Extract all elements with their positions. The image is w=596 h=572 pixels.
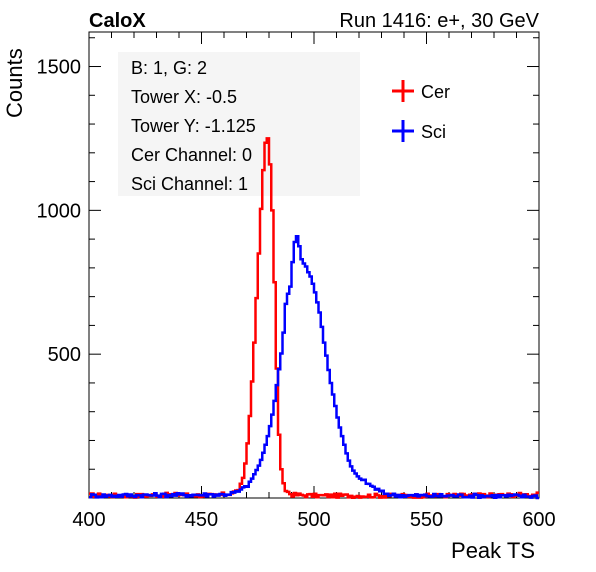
x-tick-label: 400 xyxy=(72,509,105,531)
info-box-background xyxy=(118,52,360,196)
legend-label-cer: Cer xyxy=(421,82,450,102)
x-axis-label: Peak TS xyxy=(451,538,535,563)
info-line: Tower X: -0.5 xyxy=(131,87,237,107)
legend-entry-sci: Sci xyxy=(392,120,446,142)
info-line: Sci Channel: 1 xyxy=(131,174,248,194)
legend-label-sci: Sci xyxy=(421,122,446,142)
experiment-title: CaloX xyxy=(89,10,146,32)
y-tick-label: 500 xyxy=(48,344,81,366)
info-box: B: 1, G: 2 Tower X: -0.5 Tower Y: -1.125… xyxy=(118,52,360,196)
y-tick-label: 1500 xyxy=(37,57,82,79)
x-tick-label: 500 xyxy=(297,509,330,531)
x-tick-label: 600 xyxy=(522,509,555,531)
y-axis-label: Counts xyxy=(2,48,27,118)
legend: Cer Sci xyxy=(392,80,450,142)
x-tick-label: 550 xyxy=(410,509,443,531)
info-line: B: 1, G: 2 xyxy=(131,58,207,78)
info-line: Tower Y: -1.125 xyxy=(131,116,256,136)
y-tick-label: 1000 xyxy=(37,200,82,222)
series-line-sci xyxy=(89,234,539,500)
series-layer xyxy=(89,137,539,500)
info-line: Cer Channel: 0 xyxy=(131,145,252,165)
legend-entry-cer: Cer xyxy=(392,80,450,102)
x-tick-label: 450 xyxy=(185,509,218,531)
run-info: Run 1416: e+, 30 GeV xyxy=(339,10,539,32)
axis-ticks: 400 450 500 550 600 500 1000 1500 xyxy=(37,32,556,531)
